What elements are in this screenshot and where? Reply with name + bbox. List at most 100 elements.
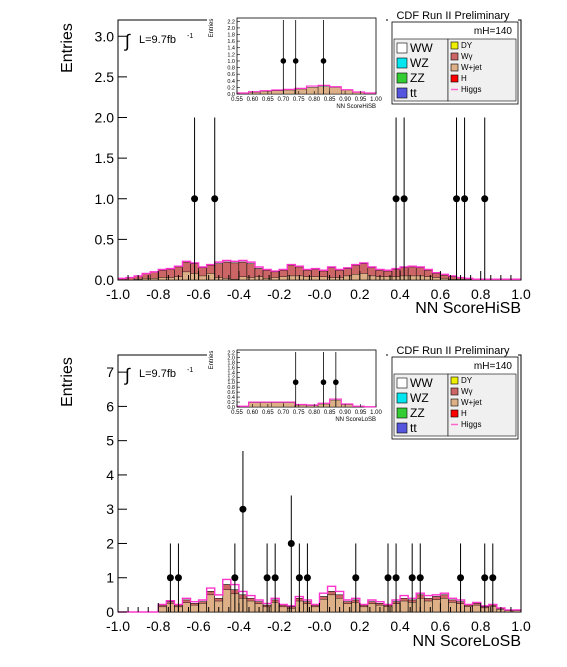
stack-bar-wgamma (150, 271, 159, 279)
chart-title: CDF Run II Preliminary (396, 345, 510, 357)
stack-bar-wgamma (416, 267, 425, 277)
inset-y-axis-label: Entries (209, 351, 215, 370)
inset-higgs-line (237, 398, 376, 408)
legend-swatch (450, 376, 459, 385)
inset-x-tick-label: 0.75 (293, 410, 305, 416)
inset-data-point (320, 379, 327, 386)
y-tick-label: 7 (106, 364, 114, 380)
data-point (457, 574, 465, 582)
legend-swatch (450, 387, 459, 396)
data-point (461, 195, 469, 203)
stack-bar-wgamma (158, 604, 167, 608)
inset-frame (236, 17, 377, 95)
legend-swatch (450, 74, 459, 83)
inset-x-tick-label: 0.70 (277, 410, 289, 416)
x-tick-label: -0.6 (187, 618, 211, 634)
stack-bar-wgamma (424, 598, 433, 602)
data-point (489, 574, 497, 582)
y-tick-label: 0.0 (95, 272, 115, 288)
data-point (263, 574, 271, 582)
chart-title: CDF Run II Preliminary (396, 10, 510, 22)
stack-bar-wgamma (206, 591, 215, 596)
inset-stack-bar (259, 91, 272, 95)
legend-entry: WW (410, 41, 433, 55)
y-axis-label: Entries (59, 357, 76, 407)
legend-entry: ZZ (410, 71, 425, 85)
inset-y-tick-label: 0.2 (227, 85, 235, 91)
inset-y-axis-label: Entries (209, 19, 215, 38)
y-tick-label: 2 (106, 535, 114, 551)
stack-bar-wgamma (230, 262, 240, 280)
data-point (239, 505, 247, 513)
x-tick-label: -0.8 (146, 618, 170, 634)
inset-x-tick-label: 0.90 (339, 410, 351, 416)
title-box (388, 8, 518, 22)
inset-x-tick-label: 0.65 (262, 97, 274, 103)
inset-data-point (292, 58, 299, 64)
chart-hisb: -1.0 -0.8 -0.6 -0.4 -0.2 -0.0 0.2 0.4 0.6 0.8 1.00… (59, 8, 531, 317)
inset-y-tick-label: 1.0 (227, 59, 235, 65)
data-point (400, 195, 408, 203)
inset-stack-bar (283, 402, 296, 408)
inset-x-axis-label: NN ScoreHiSB (336, 104, 376, 110)
data-point (271, 574, 279, 582)
stack-bar-wgamma (214, 598, 223, 602)
data-point (166, 574, 174, 582)
inset-y-tick-label: 2.0 (227, 355, 235, 361)
higgs-line (118, 259, 521, 280)
stack-bar-wgamma (375, 603, 385, 606)
inset-y-tick-label: 2.2 (227, 19, 235, 25)
stack-bar-wgamma (270, 271, 280, 278)
legend-swatch (450, 41, 459, 50)
x-axis-label: NN ScoreHiSB (415, 300, 521, 317)
legend-swatch (450, 409, 459, 418)
inset-frame (236, 349, 377, 408)
legend-swatch (396, 407, 408, 419)
inset-x-tick-label: 0.60 (247, 97, 259, 103)
inset-y-tick-label: 2.0 (227, 26, 235, 32)
x-tick-label: -0.0 (307, 286, 331, 302)
inset-losb: 0.55 0.60 0.65 0.70 0.75 0.80 0.85 0.90 0.95 1.00… (207, 344, 386, 423)
stack-bar-wgamma (295, 266, 304, 277)
stack-bar-wgamma (287, 265, 296, 277)
stack-bar-wgamma (359, 604, 369, 608)
inset-x-tick-label: 0.85 (324, 410, 336, 416)
inset-x-tick-label: 0.75 (293, 97, 305, 103)
data-point (295, 574, 303, 582)
y-tick-label: 1 (106, 570, 114, 586)
legend-entry: Higgs (461, 85, 481, 94)
data-point (174, 574, 182, 582)
inset-y-tick-label: 0.0 (227, 92, 235, 98)
y-tick-label: 2.5 (95, 69, 115, 85)
inset-data-point (333, 379, 339, 386)
inset-stack-bar (259, 402, 272, 408)
inset-stack-bar (294, 88, 307, 95)
stack-bar-wgamma (311, 269, 320, 277)
inset-stack-bar (283, 89, 296, 95)
data-point (453, 195, 461, 203)
inset-x-tick-label: 0.55 (231, 97, 243, 103)
lumi-label: L=9.7fb (139, 34, 176, 46)
stack-bar-wgamma (238, 261, 248, 277)
x-axis-label: NN ScoreLoSB (413, 633, 522, 650)
stack-bar-wgamma (279, 604, 288, 608)
legend-entry: H (461, 74, 467, 83)
inset-x-tick-label: 0.55 (231, 410, 243, 416)
stack-bar-wgamma (319, 270, 328, 277)
x-tick-label: 0.6 (431, 286, 451, 302)
data-point (408, 574, 416, 582)
y-tick-label: 3.0 (95, 28, 115, 44)
inset-data-point (280, 58, 287, 64)
inset-y-tick-label: 0.6 (227, 390, 235, 396)
legend-entry: ZZ (410, 406, 425, 420)
y-tick-label: 4 (106, 467, 114, 483)
inset-y-tick-label: 1.4 (227, 370, 235, 376)
data-point (303, 574, 311, 582)
legend-entry: DY (461, 376, 473, 385)
legend-entry: Wγ (461, 52, 473, 61)
title-box (388, 343, 518, 357)
y-tick-label: 3 (106, 501, 114, 517)
inset-hisb: 0.55 0.60 0.65 0.70 0.75 0.80 0.85 0.90 0.95 1.00… (207, 12, 386, 110)
stack-bar-wgamma (246, 263, 256, 278)
